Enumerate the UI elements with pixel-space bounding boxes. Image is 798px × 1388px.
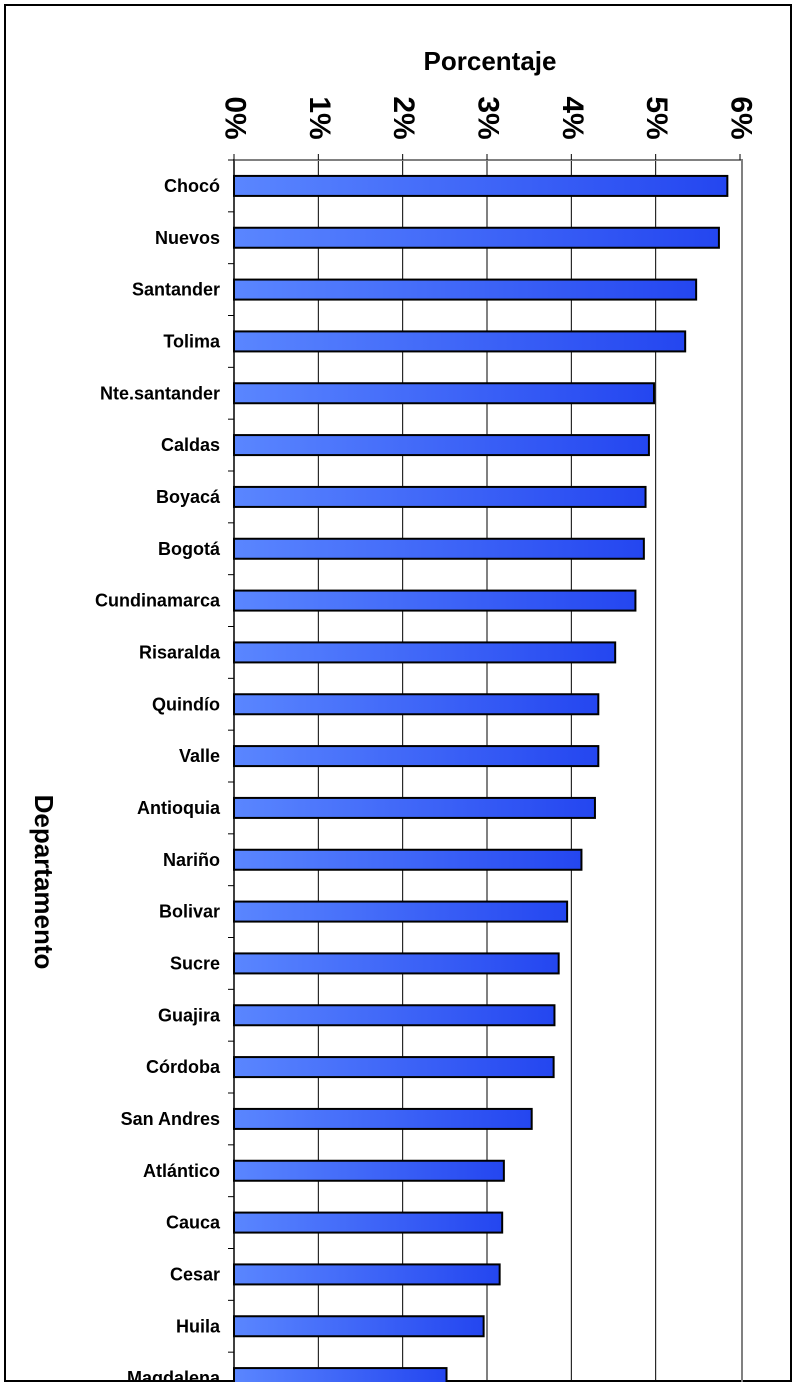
y-axis-ticks [228,159,234,1353]
bar [233,278,698,301]
gridlines [317,160,657,1382]
category-label: Magdalena [127,1368,221,1382]
bar [233,693,600,716]
category-label: San Andres [121,1109,220,1129]
category-label: Chocó [164,176,220,196]
bar [233,226,720,249]
bar [233,641,617,664]
bar [233,1107,533,1130]
category-label: Nte.santander [100,383,220,403]
category-label: Valle [179,746,220,766]
x-axis-title: Porcentaje [424,46,557,76]
bar [233,382,655,405]
bars [233,174,729,1382]
bar [233,1315,485,1338]
category-label: Bolivar [159,902,220,922]
category-label: Caldas [161,435,220,455]
category-label: Boyacá [156,487,221,507]
bar [233,1004,556,1027]
category-label: Huila [176,1316,221,1336]
bar [233,1211,504,1234]
bar [233,900,569,923]
category-label: Cauca [166,1213,221,1233]
x-tick-label: 0% [219,96,252,139]
x-tick-label: 1% [303,96,336,139]
category-label: Atlántico [143,1161,220,1181]
x-tick-label: 6% [725,96,758,139]
x-tick-label: 4% [556,96,589,139]
x-tick-label: 3% [472,96,505,139]
bar [233,1159,505,1182]
y-axis-title: Departamento [29,795,59,970]
category-label: Risaralda [139,642,221,662]
bar [233,589,637,612]
bar [233,330,687,353]
bar [233,745,600,768]
category-label: Cundinamarca [95,591,221,611]
bar [233,434,650,457]
bar [233,174,729,197]
category-label: Nuevos [155,228,220,248]
x-tick-label: 2% [387,96,420,139]
category-label: Guajira [158,1005,221,1025]
category-label: Nariño [163,850,220,870]
bar [233,1367,448,1382]
bar [233,796,596,819]
bar [233,1263,501,1286]
category-label: Sucre [170,953,220,973]
category-label: Quindío [152,694,220,714]
bar [233,952,560,975]
bar [233,537,645,560]
chart-frame: Chocó Nuevos Santander Tolima Nte.santander C… [4,4,792,1382]
bar [233,848,583,871]
x-tick-labels: 0% 1% 2% 3% 4% 5% 6% [219,96,758,160]
bar [233,1056,555,1079]
category-label: Córdoba [146,1057,221,1077]
bar [233,485,647,508]
x-tick-label: 5% [640,96,673,139]
category-label: Antioquia [137,798,221,818]
category-label: Tolima [163,331,221,351]
category-label: Cesar [170,1264,220,1284]
bar-chart: Chocó Nuevos Santander Tolima Nte.santander C… [29,46,758,1382]
category-labels: Chocó Nuevos Santander Tolima Nte.santander C… [95,176,221,1382]
category-label: Bogotá [158,539,221,559]
category-label: Santander [132,280,220,300]
